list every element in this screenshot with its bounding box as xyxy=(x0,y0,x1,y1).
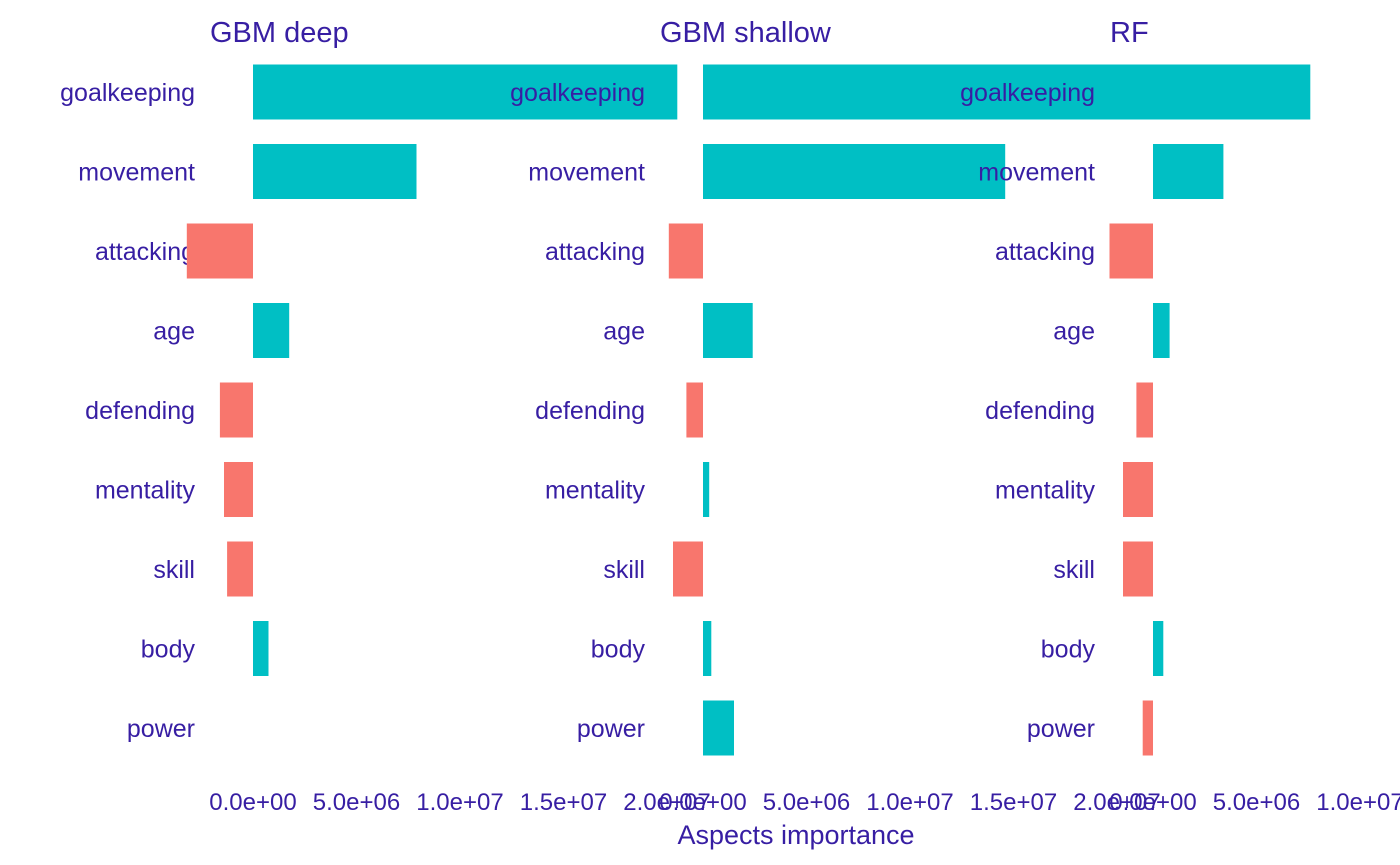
category-label: movement xyxy=(528,159,645,187)
bar xyxy=(703,700,734,756)
category-label: goalkeeping xyxy=(510,79,645,107)
category-label: movement xyxy=(78,159,195,187)
bar xyxy=(227,541,253,597)
category-label: mentality xyxy=(545,477,646,505)
category-label: power xyxy=(127,715,195,743)
x-tick-label: 1.0e+07 xyxy=(1316,789,1400,816)
panel-0: GBM deep goalkeeping movement attacking age d… xyxy=(60,17,711,816)
bar xyxy=(253,64,678,120)
bar xyxy=(253,621,269,676)
category-label: body xyxy=(591,636,646,664)
x-tick-label: 5.0e+06 xyxy=(763,789,850,816)
bar xyxy=(253,303,290,358)
x-axis-label: Aspects importance xyxy=(677,820,914,850)
bar xyxy=(1142,700,1153,756)
bar xyxy=(186,223,253,279)
category-label: defending xyxy=(535,397,645,425)
panel-title: GBM deep xyxy=(210,17,349,49)
bar xyxy=(703,303,753,358)
x-tick-label: 1.5e+07 xyxy=(970,789,1057,816)
category-label: power xyxy=(1027,715,1095,743)
category-label: mentality xyxy=(95,477,196,505)
category-label: body xyxy=(1041,636,1096,664)
x-tick-label: 0.0e+00 xyxy=(209,789,296,816)
category-label: mentality xyxy=(995,477,1096,505)
panel-1: GBM shallow goalkeeping movement attacking a… xyxy=(510,17,1161,816)
bar xyxy=(1109,223,1153,279)
category-label: attacking xyxy=(995,238,1095,266)
category-label: skill xyxy=(1053,556,1095,584)
category-label: goalkeeping xyxy=(960,79,1095,107)
bar xyxy=(703,462,710,517)
bar xyxy=(1153,621,1164,676)
category-label: age xyxy=(153,318,195,346)
x-tick-label: 1.5e+07 xyxy=(520,789,607,816)
x-tick-label: 1.0e+07 xyxy=(866,789,953,816)
x-tick-label: 5.0e+06 xyxy=(1213,789,1300,816)
bar xyxy=(224,462,253,517)
category-label: age xyxy=(1053,318,1095,346)
bar xyxy=(1153,144,1224,199)
category-label: power xyxy=(577,715,645,743)
x-tick-label: 5.0e+06 xyxy=(313,789,400,816)
category-label: skill xyxy=(153,556,195,584)
category-label: movement xyxy=(978,159,1095,187)
bar xyxy=(668,223,703,279)
bar xyxy=(1153,64,1311,120)
x-tick-label: 2.0e+07 xyxy=(623,789,710,816)
category-label: defending xyxy=(985,397,1095,425)
bar xyxy=(673,541,703,597)
panel-title: GBM shallow xyxy=(660,17,832,49)
bar xyxy=(703,64,1155,120)
panel-2: RF goalkeeping movement attacking age defendi… xyxy=(960,17,1400,816)
bar xyxy=(253,144,417,199)
bar xyxy=(1123,541,1153,597)
bar xyxy=(219,382,253,438)
x-tick-label: 2.0e+07 xyxy=(1073,789,1160,816)
bar xyxy=(703,144,1006,199)
bar xyxy=(686,382,703,438)
bar xyxy=(1136,382,1153,438)
category-label: goalkeeping xyxy=(60,79,195,107)
category-label: defending xyxy=(85,397,195,425)
x-tick-label: 0.0e+00 xyxy=(1109,789,1196,816)
category-label: attacking xyxy=(545,238,645,266)
bar xyxy=(1153,303,1170,358)
x-tick-label: 1.0e+07 xyxy=(416,789,503,816)
category-label: age xyxy=(603,318,645,346)
bar xyxy=(1123,462,1153,517)
category-label: body xyxy=(141,636,196,664)
category-label: skill xyxy=(603,556,645,584)
category-label: attacking xyxy=(95,238,195,266)
panel-title: RF xyxy=(1110,17,1149,49)
x-tick-label: 0.0e+00 xyxy=(659,789,746,816)
bar xyxy=(703,621,712,676)
